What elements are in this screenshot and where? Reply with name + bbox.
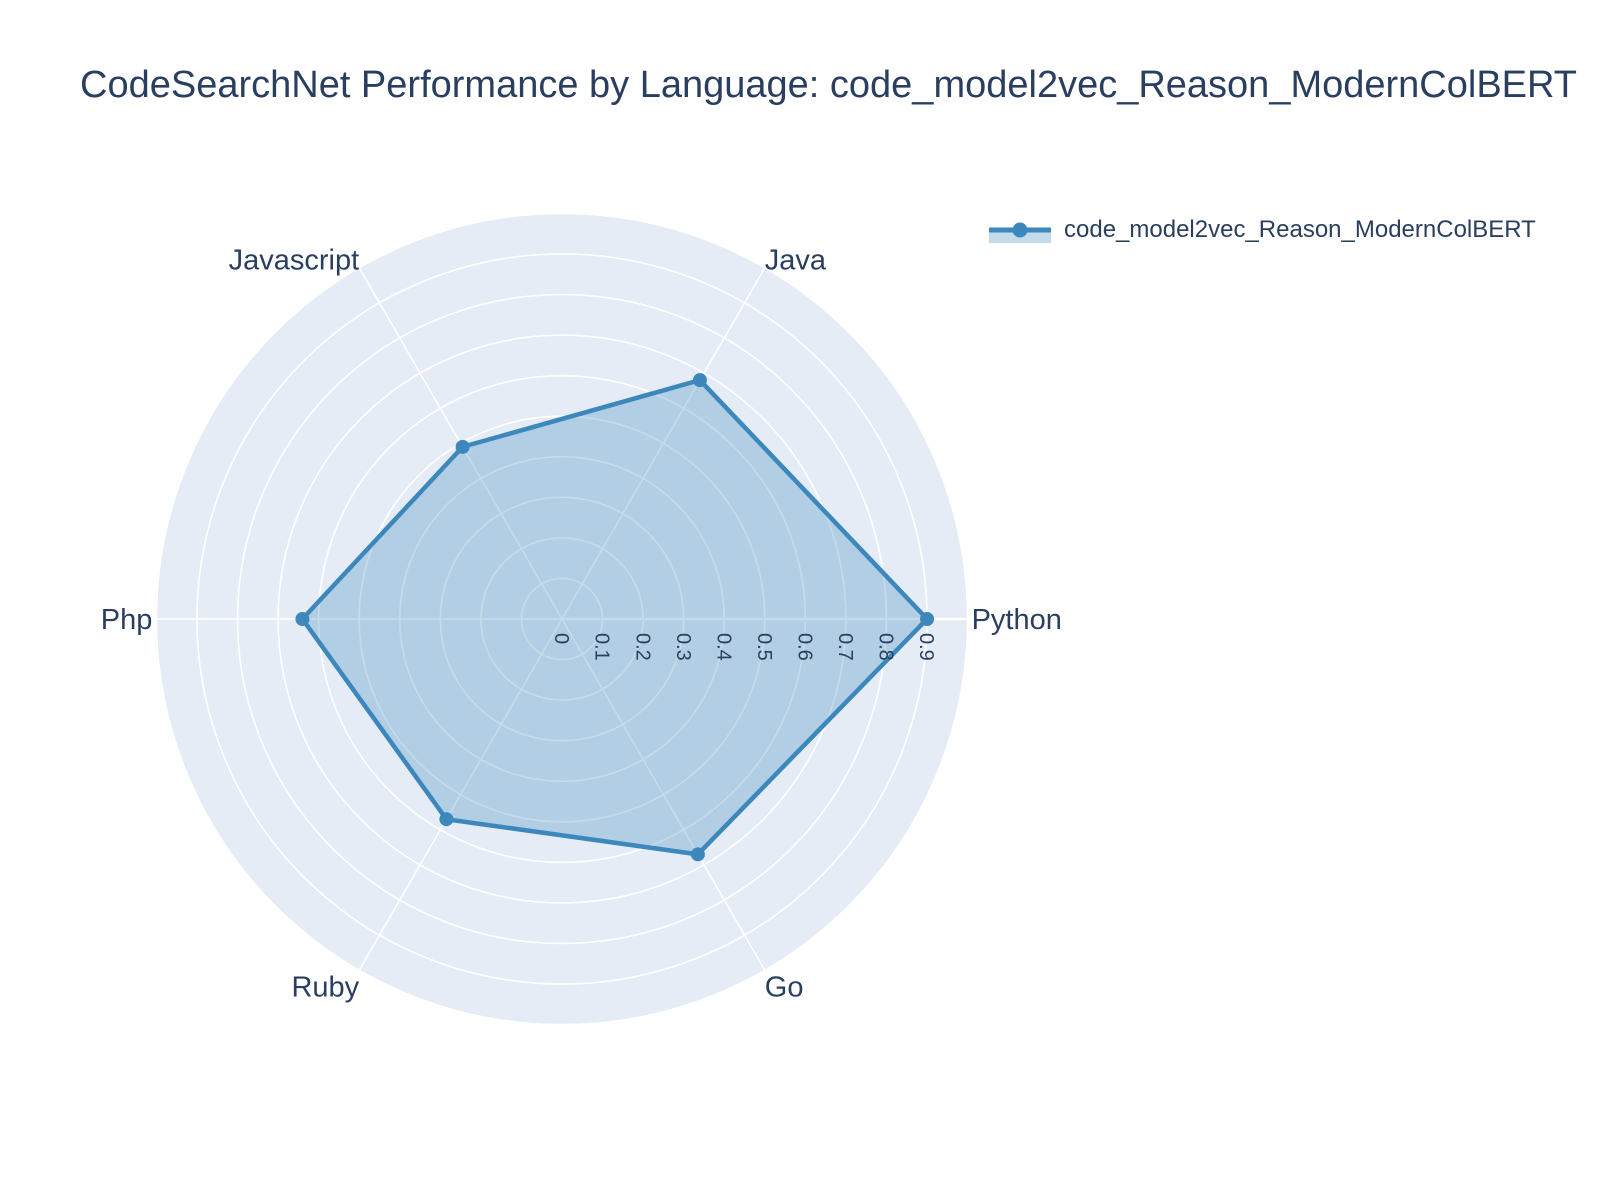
category-label-ruby: Ruby	[291, 971, 359, 1003]
radial-tick-label: 0.4	[712, 633, 734, 661]
category-label-python: Python	[972, 604, 1062, 636]
category-label-java: Java	[765, 245, 827, 277]
data-point-marker[interactable]	[455, 439, 470, 454]
radial-tick-label: 0.1	[591, 633, 613, 661]
data-point-marker[interactable]	[692, 373, 707, 388]
radial-tick-label: 0.7	[834, 633, 856, 661]
radial-tick-label: 0.8	[875, 633, 897, 661]
legend-item[interactable]: code_model2vec_Reason_ModernColBERT	[988, 216, 1536, 244]
radial-tick-label: 0.9	[915, 633, 937, 661]
legend-swatch-icon	[989, 222, 1051, 243]
radial-tick-label: 0.2	[631, 633, 653, 661]
angular-spoke	[561, 618, 766, 971]
radial-tick-label: 0.6	[794, 633, 816, 661]
radial-tick-label: 0	[550, 633, 572, 644]
category-label-php: Php	[101, 604, 153, 636]
data-point-marker[interactable]	[690, 847, 705, 862]
category-label-javascript: Javascript	[229, 245, 360, 277]
radial-tick-label: 0.5	[753, 633, 775, 661]
data-point-marker[interactable]	[920, 612, 935, 626]
angular-spoke	[358, 618, 563, 971]
data-point-marker[interactable]	[439, 812, 454, 827]
radial-tick-label: 0.3	[672, 633, 694, 661]
angular-spoke	[561, 267, 766, 620]
category-label-go: Go	[765, 971, 804, 1003]
data-point-marker[interactable]	[295, 612, 310, 626]
legend-item-label: code_model2vec_Reason_ModernColBERT	[1064, 216, 1536, 243]
chart-title: CodeSearchNet Performance by Language: c…	[80, 64, 1577, 106]
